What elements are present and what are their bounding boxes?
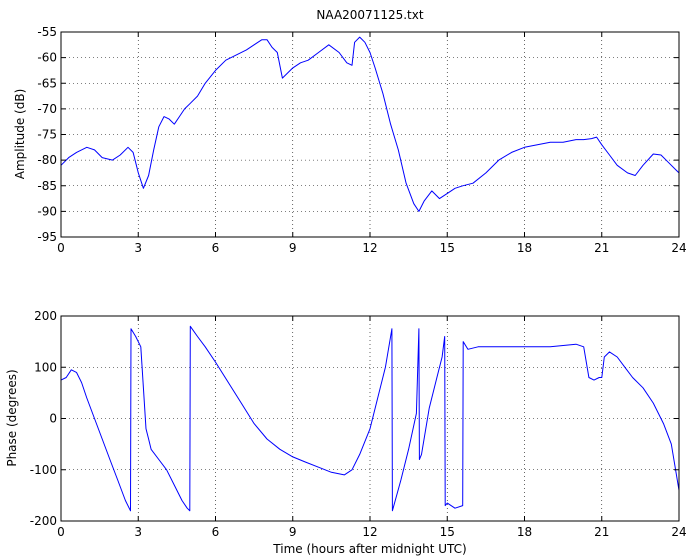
phase-x-tick-label: 12: [362, 525, 377, 539]
phase-y-tick-label: 0: [49, 412, 57, 426]
phase-x-tick-label: 18: [517, 525, 532, 539]
amplitude-y-tick-label: -70: [37, 102, 57, 116]
phase-y-tick-label: 200: [34, 309, 57, 323]
phase-y-tick-label: 100: [34, 360, 57, 374]
amplitude-x-tick-label: 15: [440, 241, 455, 255]
amplitude-y-axis-label: Amplitude (dB): [13, 89, 27, 180]
phase-x-axis-label: Time (hours after midnight UTC): [272, 542, 466, 556]
phase-grid: [61, 316, 679, 521]
amplitude-y-tick-label: -75: [37, 128, 57, 142]
amplitude-y-tick-label: -60: [37, 51, 57, 65]
phase-x-tick-label: 9: [289, 525, 297, 539]
phase-x-tick-label: 24: [671, 525, 686, 539]
phase-x-tick-label: 3: [134, 525, 142, 539]
amplitude-x-tick-label: 12: [362, 241, 377, 255]
amplitude-ticks: 0 3 6 9 12 15 18 21 24 -95 -90 -85 -80 -75 -70 -65 -60 -5…: [37, 25, 686, 255]
amplitude-x-tick-label: 0: [57, 241, 65, 255]
amplitude-x-tick-label: 3: [134, 241, 142, 255]
phase-ticks: 0 3 6 9 12 15 18 21 24 -200 -100 0 100 200: [30, 309, 687, 539]
phase-y-axis-label: Phase (degrees): [5, 369, 19, 466]
phase-y-tick-label: -200: [30, 514, 57, 528]
phase-y-tick-label: -100: [30, 463, 57, 477]
amplitude-x-tick-label: 9: [289, 241, 297, 255]
phase-x-tick-label: 6: [212, 525, 220, 539]
amplitude-y-tick-label: -95: [37, 230, 57, 244]
amplitude-chart-title: NAA20071125.txt: [316, 8, 423, 22]
amplitude-x-tick-label: 21: [594, 241, 609, 255]
amplitude-panel: 0 3 6 9 12 15 18 21 24 -95 -90 -85 -80 -75 -70 -65 -60 -5…: [13, 8, 687, 255]
phase-x-tick-label: 21: [594, 525, 609, 539]
amplitude-series-line: [60, 36, 680, 212]
phase-x-tick-label: 0: [57, 525, 65, 539]
amplitude-grid: [61, 32, 679, 237]
amplitude-x-tick-label: 18: [517, 241, 532, 255]
amplitude-y-tick-label: -85: [37, 179, 57, 193]
amplitude-y-tick-label: -65: [37, 76, 57, 90]
amplitude-x-tick-label: 6: [212, 241, 220, 255]
phase-x-tick-label: 15: [440, 525, 455, 539]
amplitude-y-tick-label: -55: [37, 25, 57, 39]
amplitude-y-tick-label: -80: [37, 153, 57, 167]
amplitude-x-tick-label: 24: [671, 241, 686, 255]
phase-panel: 0 3 6 9 12 15 18 21 24 -200 -100 0 100 200 Phase (deg…: [5, 309, 687, 556]
phase-series-line: [60, 325, 680, 512]
amplitude-y-tick-label: -90: [37, 204, 57, 218]
